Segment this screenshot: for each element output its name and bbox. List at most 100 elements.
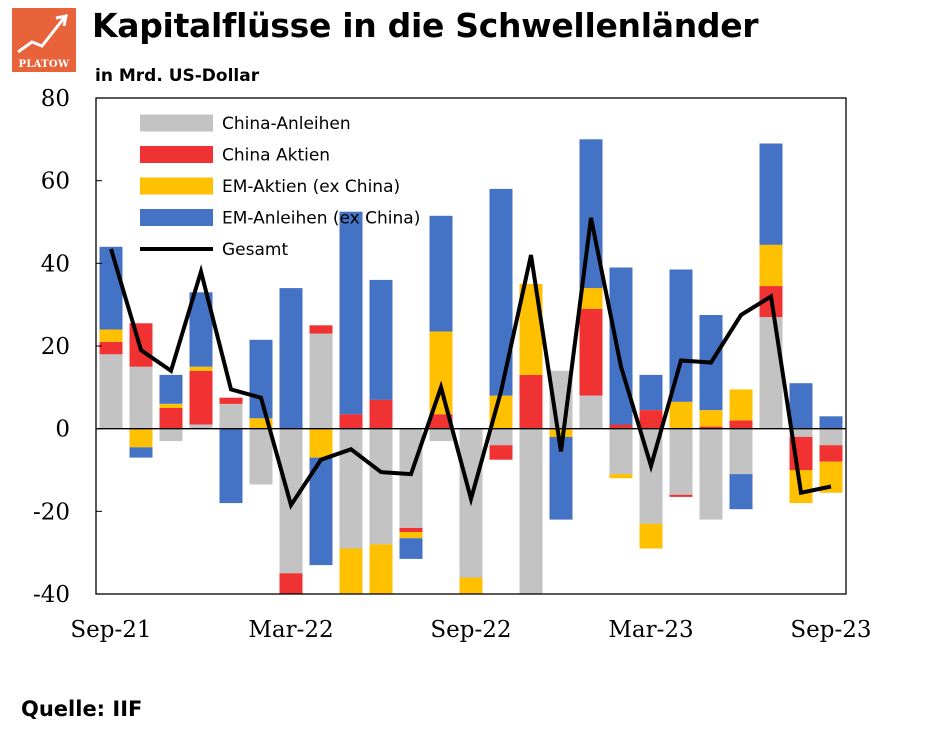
bar-china-bonds-Aug-23 (789, 428, 813, 437)
legend-label-china-bonds: China-Anleihen (222, 114, 351, 134)
platow-logo: PLATOW (12, 8, 76, 72)
legend-swatch-em-equity (140, 177, 213, 195)
bar-china-equity-Jan-23 (579, 308, 603, 396)
total-line-layer (109, 217, 832, 510)
bar-em-bonds-Jul-23 (759, 143, 783, 245)
chart-title: Kapitalflüsse in die Schwellenländer (92, 6, 759, 45)
bar-em-bonds-Jan-22 (219, 428, 243, 504)
bar-china-equity-Sep-21 (99, 341, 123, 355)
bar-china-bonds-Oct-21 (129, 366, 153, 429)
chart-trend-icon (17, 14, 68, 54)
bar-china-equity-Mar-22 (279, 573, 303, 594)
y-tick-label-80: 80 (41, 86, 70, 112)
bar-china-bonds-Sep-21 (99, 354, 123, 429)
y-tick-label--20: -20 (33, 499, 70, 525)
bar-em-bonds-Mar-22 (279, 288, 303, 429)
series-line-total (109, 217, 832, 510)
bar-em-bonds-Dec-21 (189, 292, 213, 367)
bar-china-equity-Jul-22 (399, 527, 423, 532)
bar-em-bonds-Dec-22 (549, 436, 573, 520)
bar-em-bonds-Sep-23 (819, 416, 843, 429)
legend: China-Anleihen China Aktien EM-Aktien (ex … (140, 114, 420, 260)
bar-em-bonds-Oct-22 (489, 188, 513, 396)
bar-em-equity-Oct-22 (489, 395, 513, 429)
bar-china-equity-Aug-22 (429, 414, 453, 429)
bar-em-bonds-May-22 (339, 211, 363, 415)
bar-china-bonds-May-23 (699, 428, 723, 520)
bar-china-bonds-Jan-22 (219, 403, 243, 429)
bar-china-equity-Oct-22 (489, 445, 513, 460)
chart-subtitle: in Mrd. US-Dollar (95, 66, 260, 86)
bar-em-equity-Nov-21 (159, 403, 183, 408)
bar-china-bonds-Nov-21 (159, 428, 183, 442)
bar-em-bonds-Feb-23 (609, 267, 633, 425)
bar-china-equity-Jun-23 (729, 420, 753, 429)
chart: 80 60 40 20 0 -20 -40 Sep-21 Mar-22 Sep-22 Mar-23… (33, 86, 872, 643)
bar-em-bonds-Apr-23 (669, 269, 693, 402)
bar-em-equity-Apr-22 (309, 428, 333, 458)
x-tick-label-Sep-23: Sep-23 (790, 617, 871, 643)
bar-em-bonds-Jun-22 (369, 279, 393, 400)
bar-china-equity-May-23 (699, 426, 723, 429)
bar-em-equity-Dec-21 (189, 366, 213, 371)
bar-em-equity-Jun-23 (729, 389, 753, 421)
legend-label-em-equity: EM-Aktien (ex China) (222, 177, 400, 197)
x-tick-label-Sep-21: Sep-21 (70, 617, 151, 643)
bars-layer (99, 139, 843, 594)
bar-china-equity-May-22 (339, 414, 363, 429)
bar-em-equity-Sep-21 (99, 329, 123, 342)
bar-china-equity-Jan-22 (219, 397, 243, 404)
bar-china-bonds-Jul-23 (759, 317, 783, 429)
bar-em-equity-Sep-22 (459, 577, 483, 594)
bar-em-equity-Jun-22 (369, 544, 393, 594)
bar-china-equity-Apr-22 (309, 325, 333, 334)
bar-em-equity-May-22 (339, 548, 363, 594)
bar-china-equity-Mar-23 (639, 410, 663, 429)
bar-china-equity-Jun-22 (369, 399, 393, 429)
bar-em-bonds-Nov-21 (159, 374, 183, 404)
bar-china-bonds-Sep-23 (819, 428, 843, 446)
legend-swatch-china-equity (140, 146, 213, 163)
bar-china-equity-Sep-23 (819, 445, 843, 462)
bar-china-bonds-Dec-21 (189, 424, 213, 429)
bar-china-bonds-Feb-22 (249, 428, 273, 485)
source-note: Quelle: IIF (21, 697, 143, 721)
bar-china-equity-Feb-23 (609, 424, 633, 429)
bar-em-equity-Sep-23 (819, 461, 843, 493)
logo-text: PLATOW (18, 59, 70, 70)
y-tick-label-20: 20 (41, 334, 70, 360)
bar-em-equity-Apr-23 (669, 401, 693, 429)
bar-china-bonds-Oct-22 (489, 428, 513, 446)
bar-em-bonds-Jul-22 (399, 538, 423, 559)
bar-em-bonds-Aug-23 (789, 383, 813, 429)
bar-china-equity-Dec-21 (189, 370, 213, 425)
bar-em-bonds-Oct-21 (129, 447, 153, 458)
y-tick-label--40: -40 (33, 582, 70, 608)
bar-china-bonds-Apr-22 (309, 333, 333, 429)
bar-em-equity-Jan-23 (579, 288, 603, 309)
bar-china-equity-Apr-23 (669, 494, 693, 497)
bar-em-bonds-Aug-22 (429, 215, 453, 332)
bar-china-equity-Nov-22 (519, 374, 543, 429)
bar-em-equity-Feb-23 (609, 474, 633, 479)
bar-em-equity-Oct-21 (129, 428, 153, 448)
bar-em-equity-Mar-23 (639, 523, 663, 549)
y-tick-label-60: 60 (41, 169, 70, 195)
bar-china-bonds-Jul-22 (399, 428, 423, 528)
bar-em-equity-Dec-22 (549, 428, 573, 437)
bar-em-equity-Feb-22 (249, 418, 273, 429)
bar-em-bonds-Mar-23 (639, 374, 663, 410)
bar-china-bonds-Nov-22 (519, 428, 543, 594)
bar-china-bonds-Jan-23 (579, 395, 603, 429)
legend-swatch-em-bonds (140, 209, 213, 226)
x-tick-label-Mar-23: Mar-23 (608, 617, 693, 643)
bar-em-bonds-Jun-23 (729, 474, 753, 510)
y-tick-label-40: 40 (41, 251, 70, 277)
bar-em-equity-May-23 (699, 410, 723, 427)
x-axis-ticks: Sep-21 Mar-22 Sep-22 Mar-23 Sep-23 (70, 617, 871, 643)
x-tick-label-Mar-22: Mar-22 (248, 617, 333, 643)
bar-china-bonds-Jun-23 (729, 428, 753, 475)
bar-china-bonds-Feb-23 (609, 428, 633, 475)
y-tick-label-0: 0 (55, 417, 70, 443)
bar-em-bonds-Feb-22 (249, 339, 273, 419)
